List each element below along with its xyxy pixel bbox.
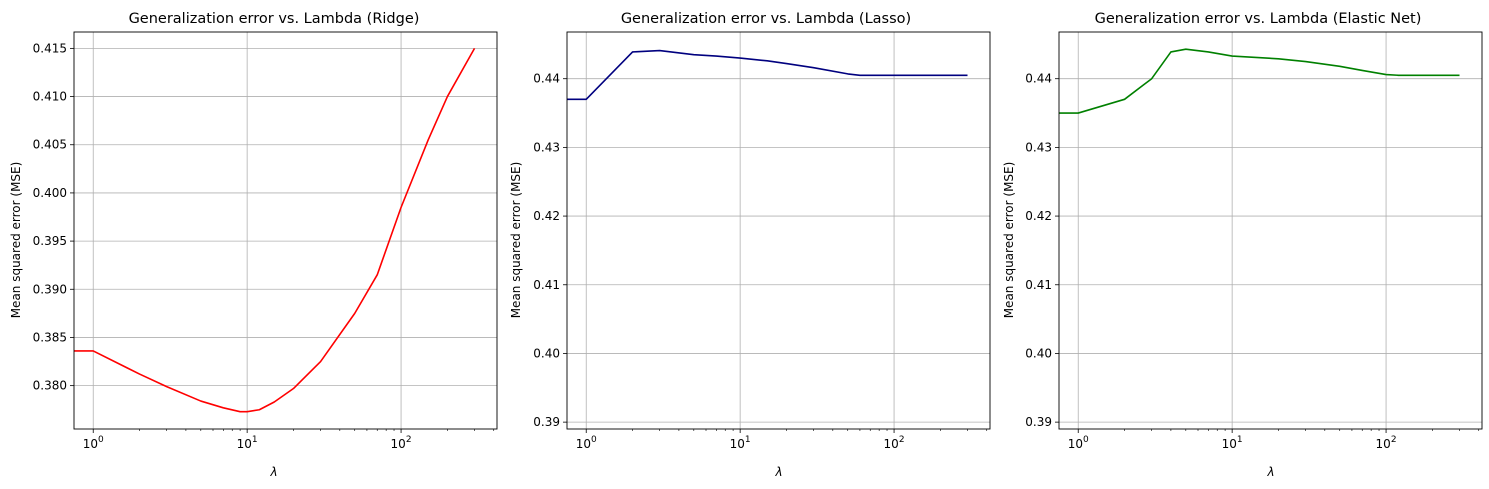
y-tick-label-ridge-4: 0.400 <box>33 186 67 200</box>
x-axis-label-lasso: λ <box>774 465 782 479</box>
y-tick-label-lasso-0: 0.39 <box>533 415 560 429</box>
y-tick-label-ridge-3: 0.395 <box>33 234 67 248</box>
chart-title-ridge: Generalization error vs. Lambda (Ridge) <box>129 11 420 27</box>
plot-area-elastic-net: 100 101 102 0.39 0.40 0.41 0.42 0.43 0.44 <box>1025 31 1483 451</box>
y-tick-label-lasso-4: 0.43 <box>533 140 560 154</box>
x-tick-label-elastic-net-1: 101 <box>1222 435 1243 451</box>
y-tick-label-ridge-0: 0.380 <box>33 379 67 393</box>
y-tick-label-ridge-6: 0.410 <box>33 90 67 104</box>
x-tick-label-elastic-net-2: 102 <box>1376 435 1397 451</box>
y-tick-label-elastic-net-3: 0.42 <box>1025 209 1052 223</box>
y-axis-label-lasso: Mean squared error (MSE) <box>509 162 523 319</box>
y-tick-label-elastic-net-5: 0.44 <box>1025 72 1052 86</box>
y-tick-label-lasso-1: 0.40 <box>533 346 560 360</box>
series-line-ridge-0 <box>74 47 476 413</box>
x-axis-label-elastic-net: λ <box>1266 465 1274 479</box>
axes-frame-elastic-net <box>1058 31 1483 430</box>
chart-title-lasso: Generalization error vs. Lambda (Lasso) <box>621 11 911 27</box>
y-tick-label-elastic-net-2: 0.41 <box>1025 278 1052 292</box>
series-line-elastic-net-0 <box>1059 48 1460 114</box>
x-tick-label-ridge-1: 101 <box>237 435 258 451</box>
y-axis-label-ridge: Mean squared error (MSE) <box>9 162 23 319</box>
x-tick-label-lasso-2: 102 <box>884 435 905 451</box>
y-tick-label-elastic-net-4: 0.43 <box>1025 140 1052 154</box>
x-tick-label-lasso-1: 101 <box>730 435 751 451</box>
x-tick-label-ridge-0: 100 <box>83 435 104 451</box>
subplot-ridge: Generalization error vs. Lambda (Ridge) … <box>9 11 419 479</box>
x-axis-label-ridge: λ <box>269 465 277 479</box>
y-tick-label-lasso-3: 0.42 <box>533 209 560 223</box>
x-tick-label-lasso-0: 100 <box>576 435 597 451</box>
axes-frame-ridge <box>73 31 498 430</box>
subplot-elastic-net: Generalization error vs. Lambda (Elastic… <box>1002 11 1421 479</box>
y-tick-label-elastic-net-0: 0.39 <box>1025 415 1052 429</box>
y-tick-label-ridge-2: 0.390 <box>33 282 67 296</box>
y-tick-label-ridge-5: 0.405 <box>33 138 67 152</box>
chart-title-elastic-net: Generalization error vs. Lambda (Elastic… <box>1095 11 1422 27</box>
y-tick-label-lasso-2: 0.41 <box>533 278 560 292</box>
y-axis-label-elastic-net: Mean squared error (MSE) <box>1002 162 1016 319</box>
plot-area-ridge: 100 101 102 0.380 0.385 0.390 0.395 0.400 0.405 0… <box>33 31 498 451</box>
y-tick-label-ridge-1: 0.385 <box>33 330 67 344</box>
y-tick-label-lasso-5: 0.44 <box>533 72 560 86</box>
subplot-lasso: Generalization error vs. Lambda (Lasso) … <box>509 11 911 479</box>
series-line-lasso-0 <box>567 49 968 101</box>
x-tick-label-ridge-2: 102 <box>391 435 412 451</box>
axes-frame-lasso <box>566 31 991 430</box>
plot-area-lasso: 100 101 102 0.39 0.40 0.41 0.42 0.43 0.44 <box>533 31 991 451</box>
y-tick-label-elastic-net-1: 0.40 <box>1025 346 1052 360</box>
y-tick-label-ridge-7: 0.415 <box>33 41 67 55</box>
x-tick-label-elastic-net-0: 100 <box>1068 435 1089 451</box>
